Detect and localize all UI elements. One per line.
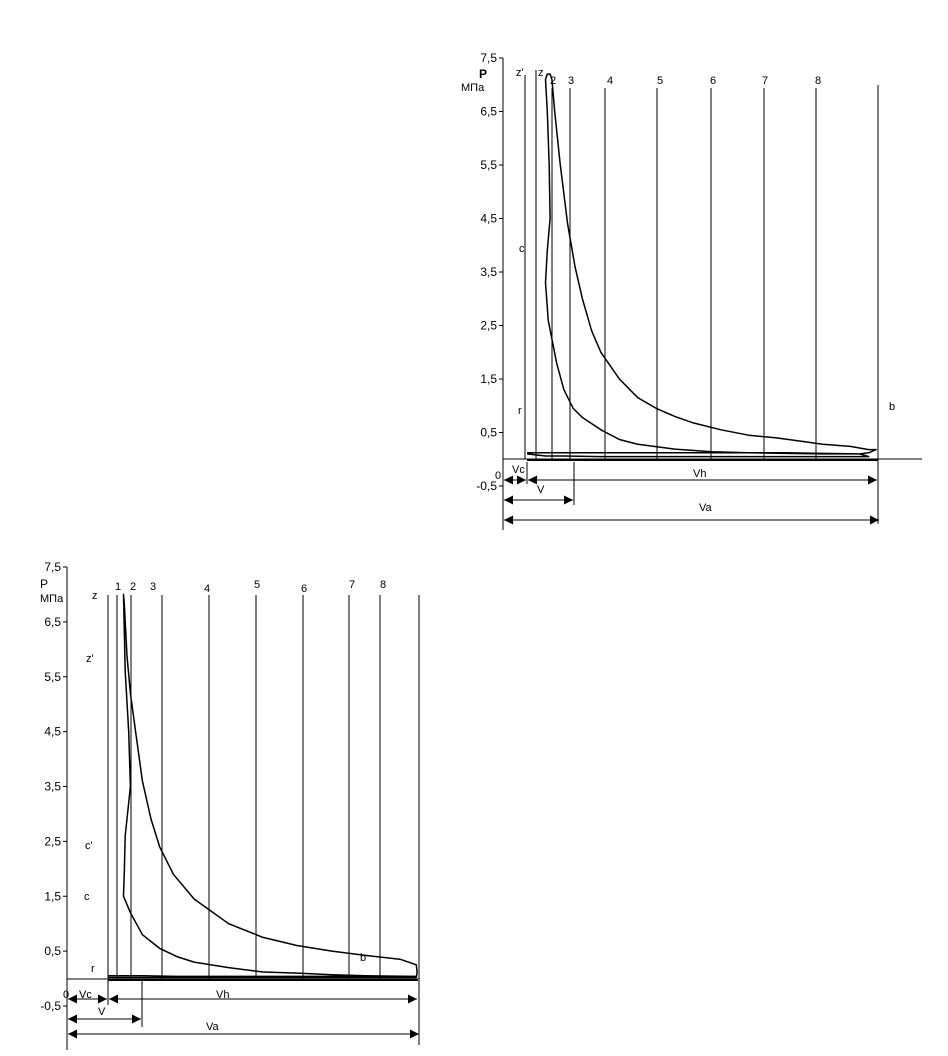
vertical-line-label: 2 [130,581,136,593]
vertical-line-label: 1 [115,581,121,593]
vertical-line-label: 2 [550,75,556,87]
y-tick-label: -0,5 [40,999,61,1013]
y-tick-label: 6,5 [480,105,497,119]
vertical-line-label: 3 [568,75,574,87]
pressure-curve [526,73,877,458]
y-tick-label: 2,5 [44,834,61,848]
pressure-curve [108,593,418,979]
vertical-line-label: 6 [710,75,716,87]
dimension-label: Va [699,502,713,514]
y-axis-unit: МПа [461,82,485,94]
vertical-line-label: 5 [657,75,663,87]
point-label: c' [85,840,93,852]
y-axis-label: P [40,577,48,591]
point-label: r [518,405,522,417]
vertical-line-label: 8 [380,579,386,591]
y-tick-label: 1,5 [44,889,61,903]
origin-label: 0 [63,989,69,1001]
vertical-line-label: 3 [150,581,156,593]
y-tick-label: 1,5 [480,372,497,386]
vertical-line-label: 5 [254,579,260,591]
y-tick-label: 7,5 [44,560,61,574]
y-tick-label: 2,5 [480,319,497,333]
point-label: r [91,963,95,975]
dimension-label: V [98,1006,106,1018]
y-tick-label: 5,5 [480,158,497,172]
y-tick-label: 4,5 [480,212,497,226]
dimension-label: V [537,484,545,496]
vertical-line-label: 7 [762,75,768,87]
dimension-label: Vh [693,468,706,480]
y-tick-label: 7,5 [480,51,497,65]
vertical-line-label: 7 [349,579,355,591]
dimension-label: Vh [216,989,229,1001]
dimension-label: Va [206,1021,220,1033]
vertical-line-label: 6 [301,583,307,595]
vertical-line-label: z' [516,67,524,79]
y-tick-label: 6,5 [44,615,61,629]
y-tick-label: 3,5 [44,780,61,794]
point-label: z' [86,653,94,665]
y-tick-label: 3,5 [480,265,497,279]
y-tick-label: 4,5 [44,725,61,739]
point-label: c [84,891,90,903]
dimension-label: Vc [512,464,525,476]
point-label: b [360,952,366,964]
y-tick-label: -0,5 [476,479,497,493]
origin-label: 0 [495,470,501,482]
y-tick-label: 5,5 [44,670,61,684]
vertical-line-label: 4 [607,75,613,87]
vertical-line-label: 8 [815,75,821,87]
point-label: c [519,243,525,255]
y-tick-label: 0,5 [480,426,497,440]
vertical-line-label: z [538,67,544,79]
y-axis-label: P [479,67,487,81]
y-axis-unit: МПа [40,593,64,605]
vertical-line-label: 4 [204,583,210,595]
y-tick-label: 0,5 [44,944,61,958]
dimension-label: Vc [79,989,92,1001]
vertical-line-label: z [92,590,98,602]
chart-bottom: 7,5 6,5 5,5 4,5 3,5 2,5 1,5 0,5 -0,5 P МПа 0 z 1 2 3 4 5 6… [40,560,420,1050]
point-label: b [889,401,895,413]
